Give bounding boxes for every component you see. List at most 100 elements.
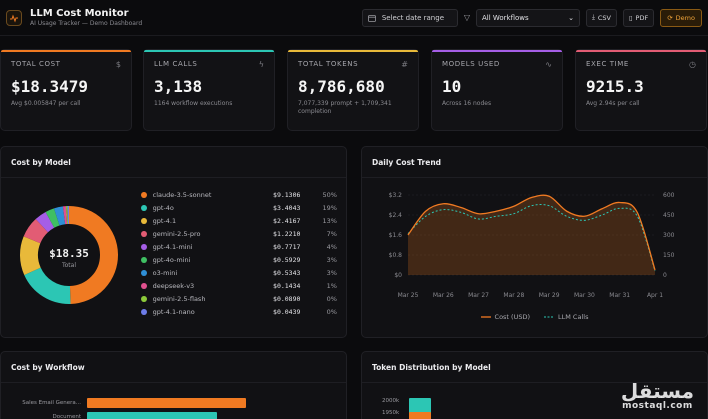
- x-tick: Mar 25: [398, 292, 419, 299]
- x-tick: Mar 27: [468, 292, 489, 299]
- model-legend-row[interactable]: claude-3.5-sonnet $9.1306 50%: [141, 190, 337, 200]
- header-actions: Select date range ▽ All Workflows ⌄ ⤓ CS…: [361, 8, 702, 27]
- y-right-tick: 0: [663, 272, 667, 279]
- divider: [362, 177, 707, 178]
- kpi-label: MODELS USED: [442, 60, 500, 68]
- workflow-select[interactable]: All Workflows ⌄: [475, 8, 580, 27]
- kpi-sub: 1164 workflow executions: [154, 100, 233, 107]
- refresh-icon: ⟳: [667, 13, 673, 22]
- legend-calls[interactable]: LLM Calls: [544, 313, 588, 321]
- x-tick: Mar 26: [433, 292, 454, 299]
- export-csv-button[interactable]: ⤓ CSV: [585, 8, 617, 27]
- workflow-label: Sales Email Genera...: [22, 400, 81, 406]
- legend-dot: [141, 309, 147, 315]
- y-left-tick: $2.4: [389, 212, 403, 219]
- donut-slice[interactable]: [54, 206, 66, 226]
- model-cost: $0.0439: [273, 308, 301, 316]
- model-legend-row[interactable]: gemini-2.5-flash $0.0890 0%: [141, 294, 337, 304]
- model-cost: $0.0890: [273, 295, 301, 303]
- chevron-down-icon: ⌄: [568, 13, 574, 22]
- y-right-tick: 450: [663, 212, 675, 219]
- donut-center-value: $18.35: [49, 247, 89, 260]
- kpi-label: TOTAL COST: [11, 60, 61, 68]
- download-icon: ⤓: [591, 13, 595, 21]
- cost-by-model-panel: Cost by Model $18.35 Total claude-3.5-so…: [0, 146, 347, 338]
- model-legend-row[interactable]: o3-mini $0.5343 3%: [141, 268, 337, 278]
- clock-icon: ◷: [689, 60, 696, 69]
- model-name: gemini-2.5-pro: [152, 230, 201, 238]
- model-pct: 0%: [326, 308, 337, 316]
- donut-slice[interactable]: [35, 211, 55, 233]
- workflow-bar[interactable]: [87, 412, 217, 419]
- cost-by-workflow-panel: Cost by Workflow Sales Email Genera... Do…: [0, 351, 347, 419]
- y-left-tick: $0.8: [389, 252, 403, 259]
- model-cost: $2.4167: [273, 217, 301, 225]
- x-tick: Apr 1: [647, 292, 663, 299]
- watermark-english: mostaql.com: [622, 401, 693, 411]
- legend-cost-label: Cost (USD): [494, 313, 531, 321]
- date-range-button[interactable]: Select date range: [361, 8, 458, 27]
- model-cost: $0.7717: [273, 243, 301, 251]
- model-legend-row[interactable]: gemini-2.5-pro $1.2210 7%: [141, 229, 337, 239]
- model-legend-row[interactable]: gpt-4.1 $2.4167 13%: [141, 216, 337, 226]
- export-pdf-button[interactable]: ▯ PDF: [622, 8, 655, 27]
- model-name: gemini-2.5-flash: [152, 295, 206, 303]
- kpi-value: $18.3479: [11, 77, 89, 96]
- legend-dot: [141, 231, 147, 237]
- file-icon: ▯: [628, 13, 633, 22]
- model-pct: 3%: [326, 269, 337, 277]
- kpi-label: LLM CALLS: [154, 60, 198, 68]
- kpi-value: 10: [442, 77, 462, 96]
- divider: [1, 177, 346, 178]
- demo-button[interactable]: ⟳ Demo: [660, 8, 702, 27]
- model-pct: 13%: [322, 217, 337, 225]
- x-tick: Mar 31: [609, 292, 630, 299]
- donut-slice[interactable]: [68, 206, 118, 304]
- x-tick: Mar 29: [539, 292, 560, 299]
- top-bar: LLM Cost Monitor AI Usage Tracker — Demo…: [0, 0, 708, 36]
- model-legend-row[interactable]: deepseek-v3 $0.1434 1%: [141, 281, 337, 291]
- kpi-total-tokens: TOTAL TOKENS # 8,786,680 7,077,339 promp…: [287, 49, 419, 131]
- model-legend-row[interactable]: gpt-4.1-mini $0.7717 4%: [141, 242, 337, 252]
- workflow-bar[interactable]: [87, 398, 247, 408]
- demo-label: Demo: [675, 13, 695, 22]
- legend-cost[interactable]: Cost (USD): [480, 313, 531, 321]
- donut-slice[interactable]: [20, 236, 41, 275]
- legend-dot: [141, 270, 147, 276]
- donut-slice[interactable]: [23, 219, 49, 244]
- token-tick-label: 1950k: [382, 410, 400, 416]
- model-pct: 19%: [322, 204, 337, 212]
- cost-line: [407, 194, 656, 271]
- divider: [362, 382, 707, 383]
- kpi-models-used: MODELS USED ∿ 10 Across 16 nodes: [431, 49, 563, 131]
- model-pct: 7%: [326, 230, 337, 238]
- model-pct: 0%: [326, 295, 337, 303]
- kpi-label: EXEC TIME: [586, 60, 629, 68]
- legend-dot: [141, 244, 147, 250]
- app-subtitle: AI Usage Tracker — Demo Dashboard: [30, 20, 143, 27]
- model-name: gpt-4.1-mini: [152, 243, 193, 251]
- y-right-tick: 600: [663, 192, 675, 199]
- token-bar[interactable]: [409, 412, 431, 419]
- model-name: gpt-4o-mini: [152, 256, 191, 264]
- kpi-total-cost: TOTAL COST $ $18.3479 Avg $0.005847 per …: [0, 49, 132, 131]
- kpi-label: TOTAL TOKENS: [298, 60, 359, 68]
- panel-title: Daily Cost Trend: [372, 158, 442, 167]
- pdf-label: PDF: [635, 13, 649, 22]
- kpi-sub: 7,077,339 prompt + 1,709,341 completion: [298, 100, 392, 116]
- model-legend-row[interactable]: gpt-4o-mini $0.5929 3%: [141, 255, 337, 265]
- kpi-sub: Across 16 nodes: [442, 100, 492, 107]
- legend-dot: [141, 283, 147, 289]
- workflow-select-value: All Workflows: [481, 13, 529, 22]
- donut-slice[interactable]: [24, 267, 71, 304]
- model-legend-row[interactable]: gpt-4.1-nano $0.0439 0%: [141, 307, 337, 317]
- y-left-tick: $1.6: [389, 232, 403, 239]
- model-legend-row[interactable]: gpt-4o $3.4043 19%: [141, 203, 337, 213]
- dollar-icon: $: [115, 60, 121, 69]
- filter-icon[interactable]: ▽: [463, 13, 470, 22]
- donut-slice[interactable]: [45, 208, 60, 228]
- panel-title: Cost by Workflow: [11, 363, 85, 372]
- kpi-sub: Avg $0.005847 per call: [11, 100, 81, 107]
- hash-icon: #: [401, 60, 408, 69]
